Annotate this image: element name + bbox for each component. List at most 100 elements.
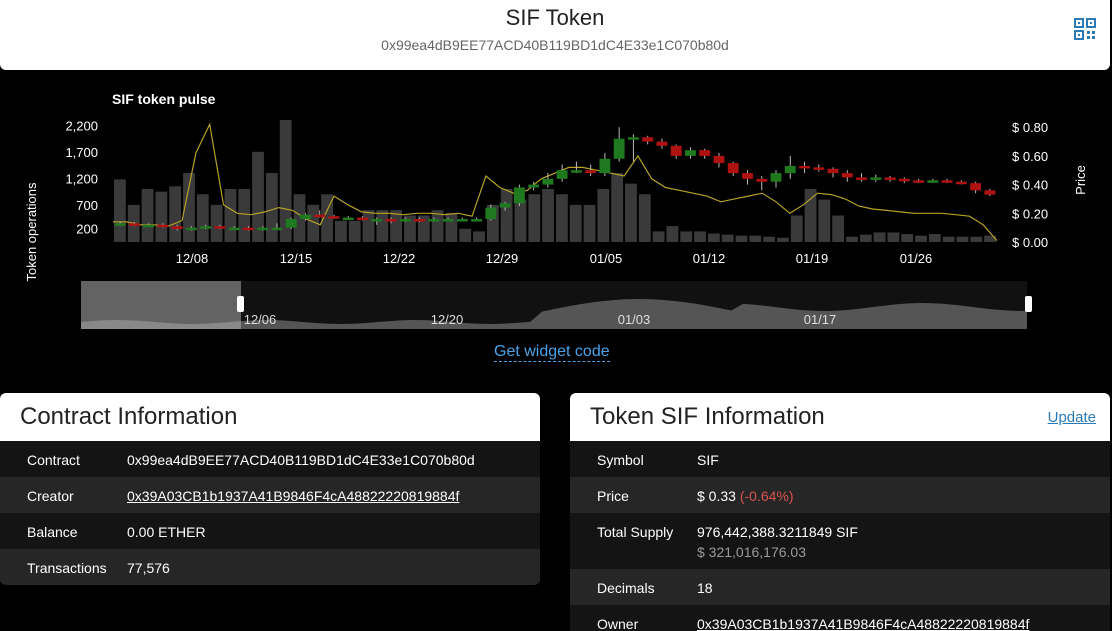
- candle-body: [799, 165, 810, 169]
- right-tick-label: $ 0.80: [1012, 120, 1048, 135]
- operations-bar: [155, 191, 168, 242]
- operations-bar: [335, 220, 347, 242]
- symbol-label: Symbol: [597, 452, 644, 468]
- operations-bar: [859, 234, 872, 242]
- balance-label: Balance: [27, 524, 78, 540]
- contract-info-card: Contract Information Contract 0x99ea4dB9…: [0, 393, 540, 585]
- operations-bar: [279, 120, 292, 242]
- candle-body: [357, 217, 368, 221]
- operations-bar: [376, 210, 389, 242]
- operations-bar: [321, 194, 333, 242]
- operations-bar: [901, 234, 914, 242]
- candle-body: [784, 165, 796, 174]
- token-info-header: Token SIF Information Update: [570, 393, 1110, 441]
- operations-bar: [694, 231, 706, 242]
- contract-value: 0x99ea4dB9EE77ACD40B119BD1dC4E33e1C070b8…: [127, 452, 475, 468]
- chart-svg[interactable]: SIF token pulse Token operations Price 2,20…: [0, 70, 1112, 340]
- candle-body: [414, 219, 425, 222]
- operations-bar: [238, 188, 251, 242]
- operations-bar: [887, 232, 900, 242]
- right-tick-label: $ 0.40: [1012, 178, 1048, 193]
- candle-body: [300, 214, 311, 220]
- operations-bar: [846, 236, 858, 242]
- operations-bar: [486, 204, 499, 242]
- operations-bar: [556, 194, 568, 242]
- page-title: SIF Token: [505, 5, 605, 30]
- operations-bar: [431, 210, 444, 242]
- operations-bar: [611, 173, 624, 242]
- contract-info-header: Contract Information: [0, 393, 540, 441]
- candle-body: [328, 216, 340, 219]
- left-tick-label: 2,200: [65, 118, 98, 133]
- candle-body: [499, 203, 511, 208]
- operations-bar: [514, 199, 527, 242]
- candle-body: [642, 137, 654, 142]
- candle-body: [371, 219, 383, 222]
- creator-link[interactable]: 0x39A03CB1b1937A41B9846F4cA4882222081988…: [127, 488, 460, 504]
- transactions-value: 77,576: [127, 560, 170, 576]
- operations-bar: [970, 236, 983, 242]
- operations-bar: [928, 234, 941, 242]
- creator-row: Creator 0x39A03CB1b1937A41B9846F4cA48822…: [0, 477, 540, 513]
- decimals-value: 18: [697, 580, 713, 596]
- balance-row: Balance 0.00 ETHER: [0, 513, 540, 549]
- token-info-card: Token SIF Information Update Symbol SIF …: [570, 393, 1110, 631]
- left-tick-label: 200: [76, 221, 98, 236]
- owner-label: Owner: [597, 616, 639, 631]
- price-amount: $ 0.33: [697, 488, 736, 504]
- navigator-tick-label: 01/03: [618, 312, 651, 327]
- x-tick-label: 12/29: [486, 251, 519, 266]
- decimals-row: Decimals 18: [570, 569, 1110, 605]
- candle-body: [128, 223, 140, 226]
- candle-body: [599, 158, 611, 174]
- navigator-tick-label: 12/06: [244, 312, 277, 327]
- candle-body: [271, 227, 283, 231]
- token-info-title: Token SIF Information: [590, 403, 825, 430]
- owner-link[interactable]: 0x39A03CB1b1937A41B9846F4cA4882222081988…: [697, 616, 1030, 631]
- candle-body: [570, 170, 582, 173]
- candle-body: [257, 227, 269, 231]
- operations-bar: [721, 234, 734, 242]
- x-tick-label: 12/15: [280, 251, 313, 266]
- operations-bar: [265, 173, 278, 242]
- operations-bar: [790, 215, 803, 242]
- candle-body: [428, 219, 440, 222]
- x-tick-label: 12/08: [176, 251, 209, 266]
- candle-body: [114, 223, 126, 226]
- operations-bar: [638, 194, 651, 242]
- candle-body: [699, 150, 711, 156]
- candle-body: [456, 219, 468, 222]
- x-tick-label: 01/12: [693, 251, 726, 266]
- candle-body: [228, 227, 240, 231]
- operations-bar: [459, 228, 472, 242]
- right-tick-label: $ 0.60: [1012, 149, 1048, 164]
- operations-bar: [542, 188, 554, 242]
- candle-body: [157, 224, 169, 228]
- candle-body: [186, 227, 197, 231]
- balance-value: 0.00 ETHER: [127, 524, 206, 540]
- candle-body: [342, 217, 354, 221]
- operations-bar: [763, 236, 775, 242]
- operations-bar: [528, 194, 541, 242]
- operations-bar: [956, 236, 969, 242]
- contract-label: Contract: [27, 452, 80, 468]
- qr-code-icon[interactable]: [1074, 18, 1096, 40]
- price-change: (-0.64%): [739, 488, 794, 504]
- candle-body: [884, 177, 896, 180]
- token-pulse-chart[interactable]: SIF token pulse Token operations Price 2,20…: [0, 70, 1112, 390]
- candle-body: [542, 178, 554, 185]
- x-tick-label: 01/05: [590, 251, 623, 266]
- total-supply-label: Total Supply: [597, 524, 674, 540]
- x-tick-label: 12/22: [383, 251, 416, 266]
- candle-body: [285, 219, 297, 228]
- left-tick-label: 1,200: [65, 171, 98, 186]
- candle-body: [742, 173, 753, 179]
- candle-body: [813, 167, 825, 170]
- update-link[interactable]: Update: [1047, 409, 1096, 426]
- get-widget-code-link[interactable]: Get widget code: [494, 343, 610, 362]
- left-tick-label: 1,700: [65, 145, 98, 160]
- navigator-area: [81, 299, 1027, 329]
- candle-body: [955, 181, 967, 185]
- price-label: Price: [597, 488, 629, 504]
- candle-body: [898, 178, 910, 182]
